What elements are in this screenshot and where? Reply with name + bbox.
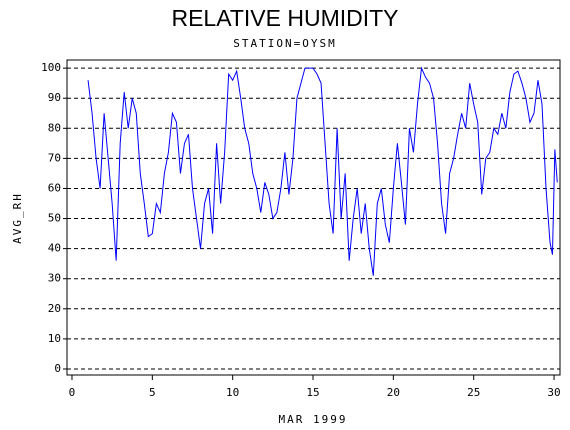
y-tick-label: 60 [48, 181, 61, 194]
y-tick-label: 0 [54, 362, 61, 375]
x-tick-label: 10 [226, 386, 239, 399]
x-tick-label: 5 [149, 386, 156, 399]
x-tick-label: 20 [387, 386, 400, 399]
y-tick-label: 30 [48, 272, 61, 285]
y-tick-label: 50 [48, 212, 61, 225]
y-tick-label: 90 [48, 91, 61, 104]
x-tick-label: 15 [306, 386, 319, 399]
y-tick-label: 70 [48, 151, 61, 164]
plot-frame [66, 59, 561, 376]
y-tick-label: 10 [48, 332, 61, 345]
chart-title: RELATIVE HUMIDITY [171, 5, 398, 31]
x-tick-label: 0 [69, 386, 76, 399]
x-tick-label: 30 [547, 386, 560, 399]
y-axis-label: AVG_RH [11, 192, 24, 244]
x-tick-label: 25 [467, 386, 480, 399]
y-tick-label: 100 [41, 61, 61, 74]
y-tick-label: 40 [48, 242, 61, 255]
y-tick-label: 20 [48, 302, 61, 315]
chart-subtitle: STATION=OYSM [233, 37, 336, 50]
y-tick-label: 80 [48, 121, 61, 134]
data-line [87, 66, 558, 276]
x-axis-label: MAR 1999 [279, 413, 348, 426]
